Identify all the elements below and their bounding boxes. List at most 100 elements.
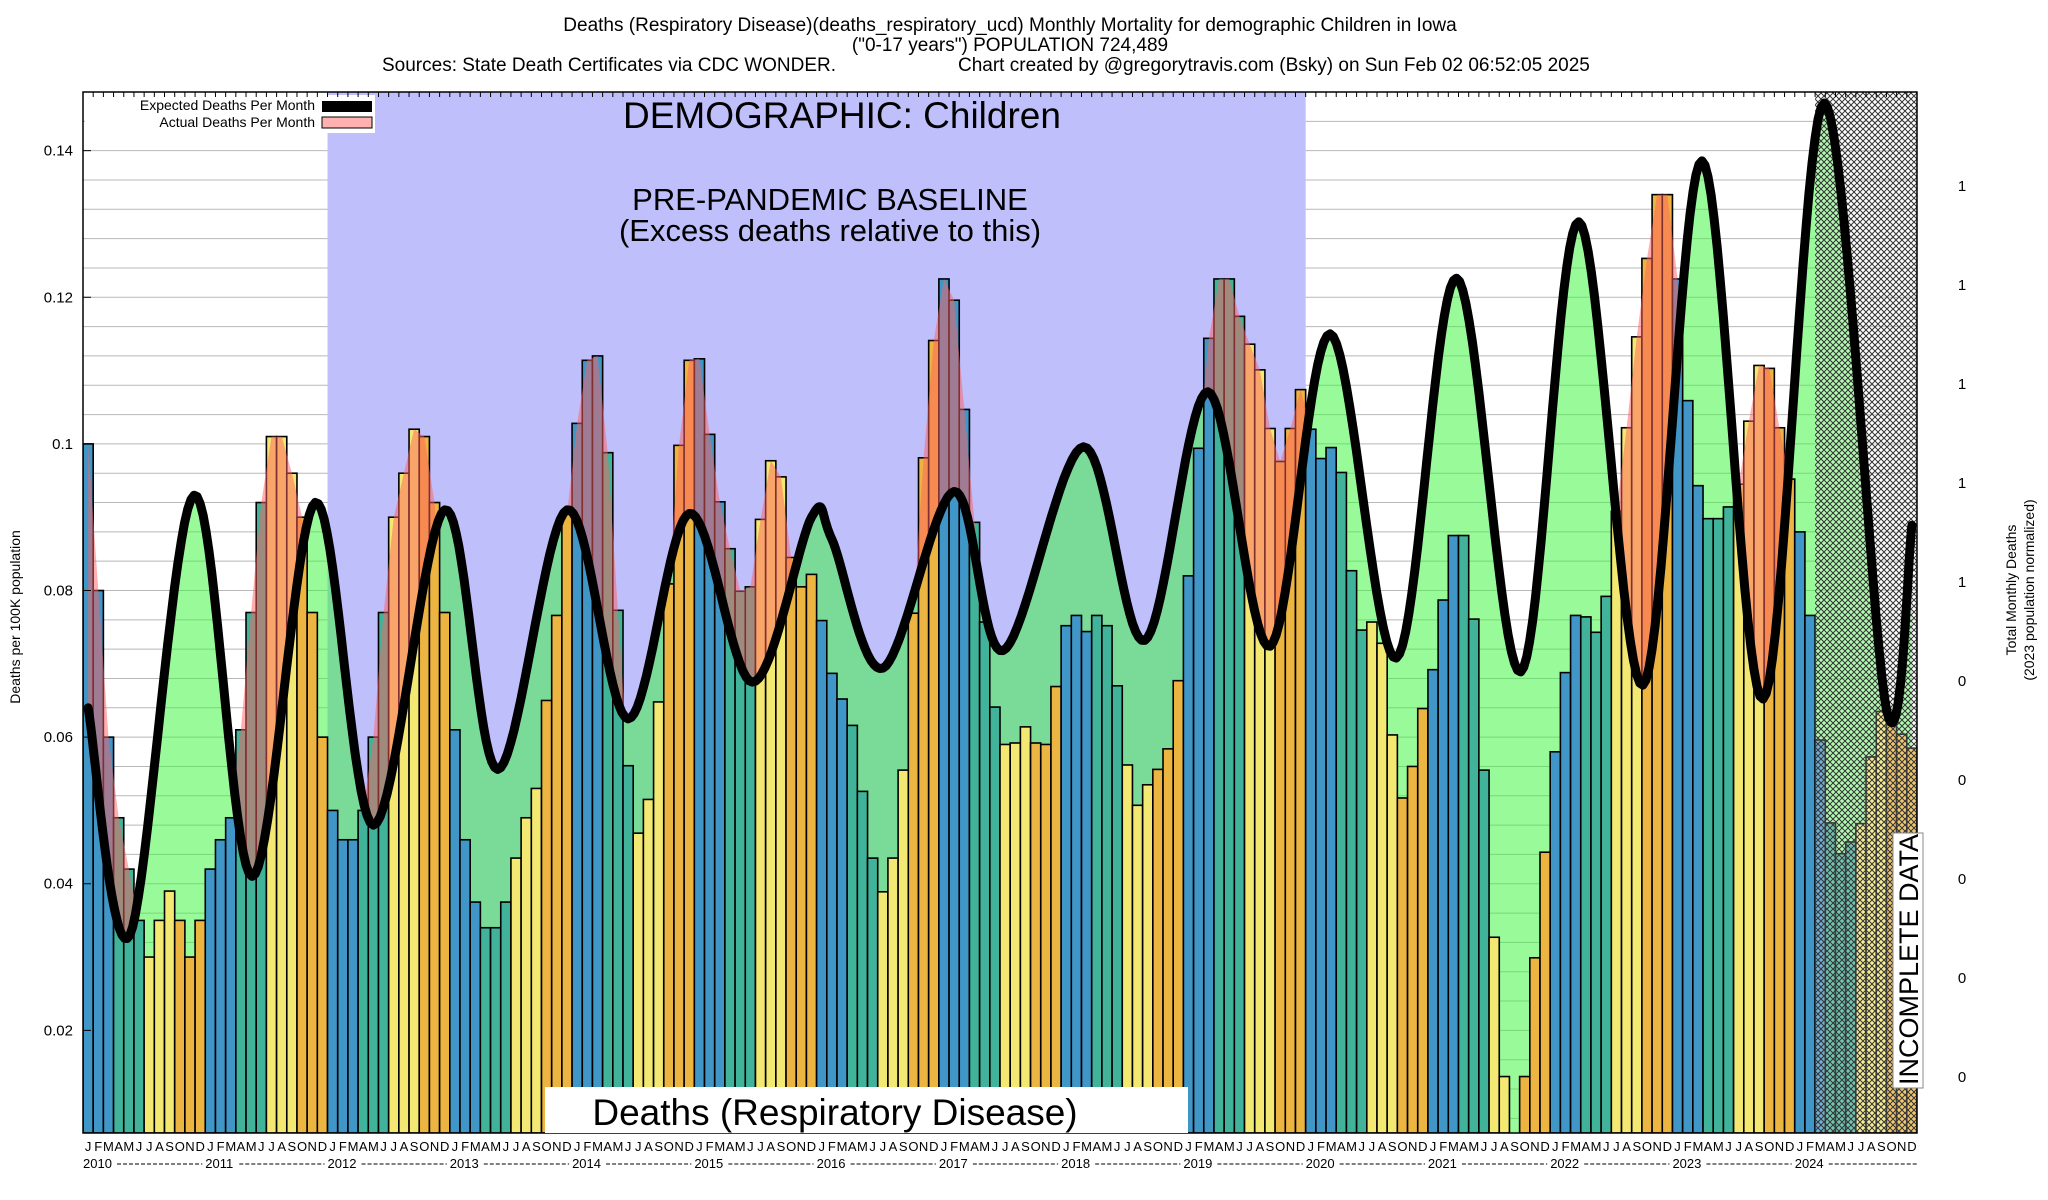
bar [194,919,207,1133]
x-month-label: A [970,1139,979,1154]
bar [1478,769,1490,1133]
x-month-label: A [114,1139,123,1154]
bar [1325,446,1338,1133]
bar [968,521,981,1133]
y-tick-label: 0.12 [44,289,73,306]
x-year-label: 2016 [817,1156,846,1171]
x-month-label: M [959,1139,970,1154]
x-month-label: S [288,1139,297,1154]
x-month-label: N [1408,1139,1417,1154]
bar [1559,671,1572,1133]
x-month-label: A [644,1139,653,1154]
x-month-label: J [1002,1139,1009,1154]
bar [1549,750,1562,1133]
cause-label: Deaths (Respiratory Disease) [592,1092,1077,1133]
bar [143,956,156,1133]
x-month-label: F [339,1139,347,1154]
x-year-label: 2019 [1183,1156,1212,1171]
chart-credit: Chart created by @gregorytravis.com (Bsk… [958,55,1590,76]
y2-tick-label: 1 [1958,574,1966,591]
x-year-label: 2022 [1550,1156,1579,1171]
x-month-label: D [929,1139,938,1154]
x-month-label: M [612,1139,623,1154]
x-month-label: M [123,1139,134,1154]
x-year-label: 2017 [939,1156,968,1171]
bar [1783,478,1796,1133]
x-month-label: D [1540,1139,1549,1154]
x-month-label: A [1092,1139,1101,1154]
bar [1162,748,1175,1133]
bar [1569,614,1582,1133]
x-month-label: J [136,1139,143,1154]
x-month-label: S [1021,1139,1030,1154]
bar [1793,531,1806,1133]
x-month-label: A [1826,1139,1835,1154]
x-month-label: D [562,1139,571,1154]
x-month-label: M [225,1139,236,1154]
bar [1345,569,1358,1133]
x-month-label: A [1704,1139,1713,1154]
bar [1202,337,1215,1133]
x-month-label: M [1570,1139,1581,1154]
x-month-label: S [1755,1139,1764,1154]
x-month-label: J [1236,1139,1243,1154]
x-month-label: J [1735,1139,1742,1154]
x-year-label: 2020 [1306,1156,1335,1171]
bar [795,586,808,1133]
x-month-label: A [848,1139,857,1154]
bar [184,956,196,1133]
x-month-label: N [185,1139,194,1154]
x-month-label: M [1713,1139,1724,1154]
x-month-label: O [1886,1139,1896,1154]
bar [1447,534,1460,1133]
x-month-label: A [1378,1139,1387,1154]
x-month-label: D [1907,1139,1916,1154]
y-tick-label: 0.14 [44,143,73,160]
x-month-label: A [889,1139,898,1154]
x-month-label: F [1317,1139,1325,1154]
x-month-label: J [1246,1139,1253,1154]
x-month-label: N [552,1139,561,1154]
x-month-label: J [1858,1139,1865,1154]
y-axis-ticks: 0.02 0.04 0.06 0.08 0.1 0.12 0.14 [44,143,91,1039]
x-month-label: M [1102,1139,1113,1154]
x-month-label: A [1337,1139,1346,1154]
x-month-label: J [1063,1139,1070,1154]
plot-area [83,92,1917,1133]
x-month-label: M [246,1139,257,1154]
y2-axis-ticks: 1 1 1 1 1 0 0 0 0 0 [1958,178,1966,1086]
bar [357,809,370,1133]
x-month-label: A [237,1139,246,1154]
x-month-label: J [258,1139,265,1154]
x-month-label: J [818,1139,825,1154]
x-month-label: N [308,1139,317,1154]
bar [1009,742,1022,1133]
x-month-label: O [1153,1139,1163,1154]
x-month-label: J [329,1139,336,1154]
bar [1335,471,1348,1133]
x-month-label: J [1797,1139,1804,1154]
bar [316,736,329,1133]
x-month-label: O [1642,1139,1652,1154]
y2-axis-label-line2: (2023 population normalized) [2021,499,2037,680]
x-month-label: F [828,1139,836,1154]
bar [550,614,563,1133]
x-month-label: J [452,1139,459,1154]
x-month-label: A [726,1139,735,1154]
x-month-label: O [1764,1139,1774,1154]
x-month-label: M [714,1139,725,1154]
x-month-label: S [1388,1139,1397,1154]
bar [1304,428,1317,1133]
bar [1366,621,1378,1133]
x-year-label: 2012 [328,1156,357,1171]
x-month-label: M [1815,1139,1826,1154]
bar [540,699,553,1133]
x-month-label: M [1448,1139,1459,1154]
x-month-label: F [1439,1139,1447,1154]
x-month-label: O [1275,1139,1285,1154]
x-year-label: 2014 [572,1156,601,1171]
bar [561,513,573,1133]
x-month-label: F [1806,1139,1814,1154]
bar [428,501,441,1133]
bar [1416,707,1429,1133]
